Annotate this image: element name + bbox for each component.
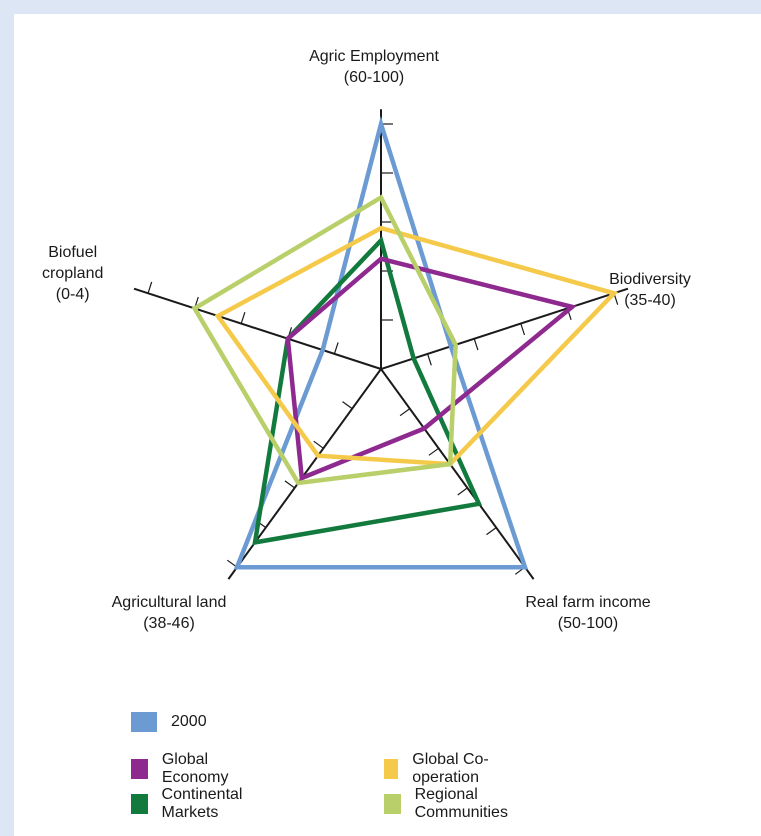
axis-line-4	[133, 287, 382, 370]
legend-swatch	[131, 794, 148, 814]
legend-item: Regional Communities	[384, 786, 517, 822]
axis-label-1: Biodiversity (35-40)	[609, 269, 691, 311]
series-line-global-co-operation	[214, 225, 619, 467]
axis-label-0: Agric Employment (60-100)	[309, 46, 439, 88]
legend-swatch	[131, 712, 157, 732]
axis-label-line: (0-4)	[55, 286, 90, 303]
axis-label-line: Biofuel	[48, 244, 98, 261]
axis-label-line: (50-100)	[557, 615, 619, 632]
axis-tick-4-5	[147, 281, 153, 294]
legend-swatch	[384, 759, 399, 779]
axis-tick-2-4	[486, 527, 497, 536]
legend-item: Global Co-operation	[384, 751, 491, 787]
legend-label: Global Co-operation	[412, 751, 489, 786]
axis-tick-2-1	[399, 408, 411, 417]
axis-tick-4-1	[333, 342, 339, 355]
series-line-continental-markets	[252, 235, 483, 546]
legend-swatch	[384, 794, 401, 814]
axis-label-line: Biodiversity	[609, 271, 691, 288]
legend-swatch	[131, 759, 148, 779]
axis-label-line: (35-40)	[624, 292, 676, 309]
axis-label-2: Real farm income (50-100)	[525, 592, 650, 634]
axis-tick-4-3	[240, 312, 246, 324]
axis-tick-1-1	[427, 353, 432, 366]
axis-tick-1-2	[473, 338, 479, 351]
axis-tick-1-3	[520, 323, 526, 336]
axis-tick-3-1	[342, 401, 353, 410]
axis-label-line: Agric Employment	[309, 48, 439, 65]
legend-item: Continental Markets	[131, 786, 252, 822]
legend-label: Global Economy	[161, 751, 229, 786]
axis-label-4: Biofuel cropland (0-4)	[42, 242, 103, 305]
chart-panel: Agric Employment (60-100) Biodiversity (35-…	[14, 14, 761, 836]
axis-label-line: Agricultural land	[111, 594, 227, 611]
legend-item: 2000	[131, 712, 207, 732]
legend-item: Global Economy	[131, 751, 238, 787]
legend-label: Regional Communities	[414, 786, 508, 821]
axis-tick-3-2	[313, 440, 324, 449]
axis-label-3: Agricultural land (38-46)	[112, 592, 227, 634]
legend-label: Continental Markets	[161, 786, 243, 821]
axis-label-line: Real farm income	[525, 594, 651, 611]
axis-tick-2-2	[428, 447, 439, 456]
series-line-regional-communities	[191, 194, 458, 486]
axis-label-line: cropland	[42, 265, 104, 282]
axis-label-line: (60-100)	[343, 69, 405, 86]
axis-line-1	[380, 287, 629, 370]
axis-line-2	[380, 368, 535, 580]
axis-label-line: (38-46)	[143, 615, 195, 632]
legend-label: 2000	[171, 713, 207, 730]
radar-chart	[133, 109, 629, 580]
series-line-global-economy	[285, 256, 577, 482]
axis-tick-3-3	[284, 480, 295, 489]
axis-tick-2-3	[457, 487, 468, 496]
